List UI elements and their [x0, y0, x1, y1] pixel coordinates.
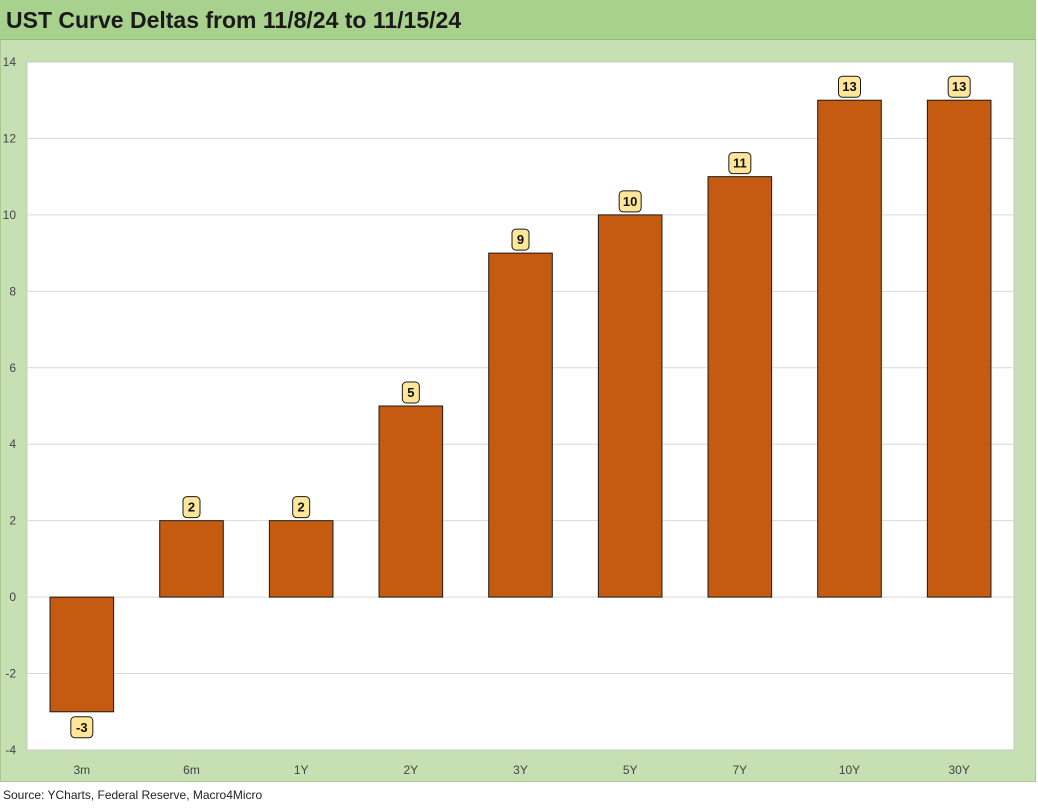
- data-label: 13: [842, 79, 856, 94]
- x-tick-label: 1Y: [294, 763, 309, 777]
- data-label-box: [70, 716, 94, 739]
- y-tick-label: 8: [9, 284, 16, 298]
- data-label-box: [401, 381, 420, 404]
- data-labels: -3 2 2 5 9 10 11 13 13: [70, 75, 971, 739]
- bar-6m: [159, 520, 224, 598]
- data-label: 5: [407, 385, 414, 400]
- data-label: 11: [733, 156, 747, 171]
- y-tick-label: 0: [9, 590, 16, 604]
- data-label-box: [292, 496, 311, 519]
- data-label-box: [728, 152, 752, 175]
- data-label-box: [182, 496, 201, 519]
- data-label: 13: [952, 79, 966, 94]
- x-tick-label: 3m: [73, 763, 90, 777]
- bar-2Y: [378, 405, 444, 598]
- bar-3Y: [488, 252, 553, 598]
- x-tick-label: 10Y: [839, 763, 860, 777]
- data-label-box: [947, 75, 971, 98]
- y-tick-label: 12: [3, 131, 17, 145]
- y-tick-label: -4: [5, 743, 16, 757]
- y-tick-label: 4: [9, 437, 16, 451]
- source-note: Source: YCharts, Federal Reserve, Macro4…: [3, 788, 263, 802]
- data-label-box: [838, 75, 861, 98]
- title-bar: UST Curve Deltas from 11/8/24 to 11/15/2…: [0, 0, 1036, 40]
- data-label: 2: [188, 500, 195, 515]
- bar-1Y: [268, 520, 334, 598]
- bar-7Y: [707, 176, 773, 598]
- y-tick-label: 6: [9, 361, 16, 375]
- y-tick-label: 2: [9, 514, 16, 528]
- bar-3m: [49, 596, 115, 713]
- x-tick-label: 30Y: [948, 763, 969, 777]
- data-label-box: [618, 190, 642, 213]
- y-tick-label: -2: [5, 667, 16, 681]
- data-label: 10: [623, 194, 637, 209]
- x-tick-label: 3Y: [513, 763, 528, 777]
- data-label: -3: [76, 720, 88, 735]
- chart-title: UST Curve Deltas from 11/8/24 to 11/15/2…: [6, 7, 462, 33]
- x-tick-label: 5Y: [623, 763, 638, 777]
- bars: [49, 99, 992, 713]
- y-axis: -4 -2 0 2 4 6 8 10 12 14: [3, 55, 17, 757]
- x-tick-label: 7Y: [732, 763, 747, 777]
- x-tick-label: 6m: [183, 763, 200, 777]
- bar-30Y: [926, 99, 992, 598]
- y-tick-label: 14: [3, 55, 17, 69]
- x-axis: 3m 6m 1Y 2Y 3Y 5Y 7Y 10Y 30Y: [73, 763, 969, 777]
- data-label: 9: [517, 232, 524, 247]
- data-label: 2: [298, 500, 305, 515]
- bar-10Y: [817, 99, 882, 598]
- data-label-box: [511, 228, 530, 251]
- x-tick-label: 2Y: [403, 763, 418, 777]
- y-tick-label: 10: [3, 208, 17, 222]
- bar-5Y: [597, 214, 663, 598]
